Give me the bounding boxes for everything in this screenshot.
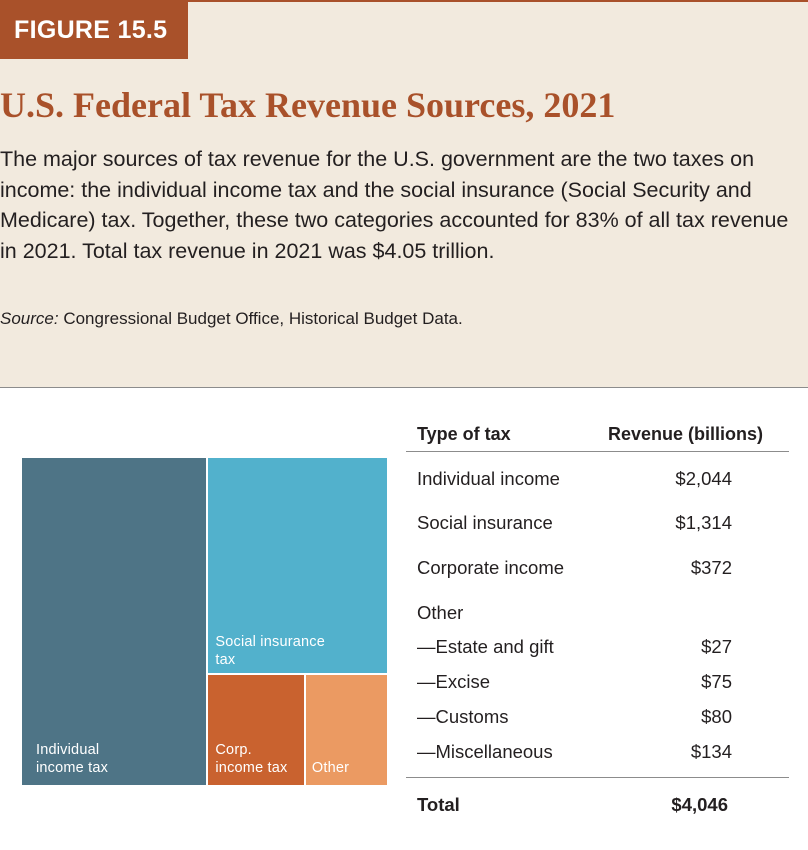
treemap-label-other: Other [311, 760, 350, 776]
table-row-name: —Customs [417, 706, 509, 727]
table-row-name: —Excise [417, 671, 490, 692]
figure-header-panel: FIGURE 15.5 U.S. Federal Tax Revenue Sou… [0, 0, 808, 388]
treemap-cell-corporate [208, 674, 304, 785]
table-row-value: $134 [690, 741, 732, 762]
source-prefix: Source: [0, 309, 59, 328]
table-row-value: $1,314 [675, 512, 732, 533]
table-row-name: Other [417, 602, 464, 623]
figure-caption: The major sources of tax revenue for the… [0, 147, 789, 263]
treemap-label-social: Social insurance tax [215, 633, 325, 668]
table-header-type: Type of tax [417, 424, 511, 444]
table-row-value: $80 [701, 706, 732, 727]
table-total-value: $4,046 [671, 794, 728, 815]
table-total-rule [406, 777, 789, 778]
source-text: Congressional Budget Office, Historical … [58, 309, 463, 328]
figure-title: U.S. Federal Tax Revenue Sources, 2021 [0, 85, 616, 125]
table-row-name: —Miscellaneous [417, 741, 553, 762]
table-row-value: $75 [701, 671, 732, 692]
table-total-label: Total [417, 794, 460, 815]
table-row-name: Social insurance [417, 512, 553, 533]
treemap-cell-other [305, 674, 387, 785]
table-header-revenue: Revenue (billions) [608, 424, 764, 444]
figure-source: Source: Congressional Budget Office, His… [0, 309, 800, 329]
table-row-value: $27 [701, 636, 732, 657]
table-row-name: —Estate and gift [417, 636, 554, 657]
treemap-label-corporate: Corp. income tax [215, 742, 288, 776]
table-row-name: Corporate income [417, 557, 565, 578]
table-row-value: $372 [690, 557, 732, 578]
table-row-value: $2,044 [675, 468, 732, 489]
table-header-rule [406, 451, 789, 452]
top-rule [0, 0, 808, 2]
treemap-cell-individual [22, 458, 207, 785]
treemap-cell-social [208, 458, 387, 673]
table-row-name: Individual income [417, 468, 560, 489]
figure-label: FIGURE 15.5 [0, 2, 188, 59]
treemap-label-individual: Individual income tax [36, 742, 109, 776]
